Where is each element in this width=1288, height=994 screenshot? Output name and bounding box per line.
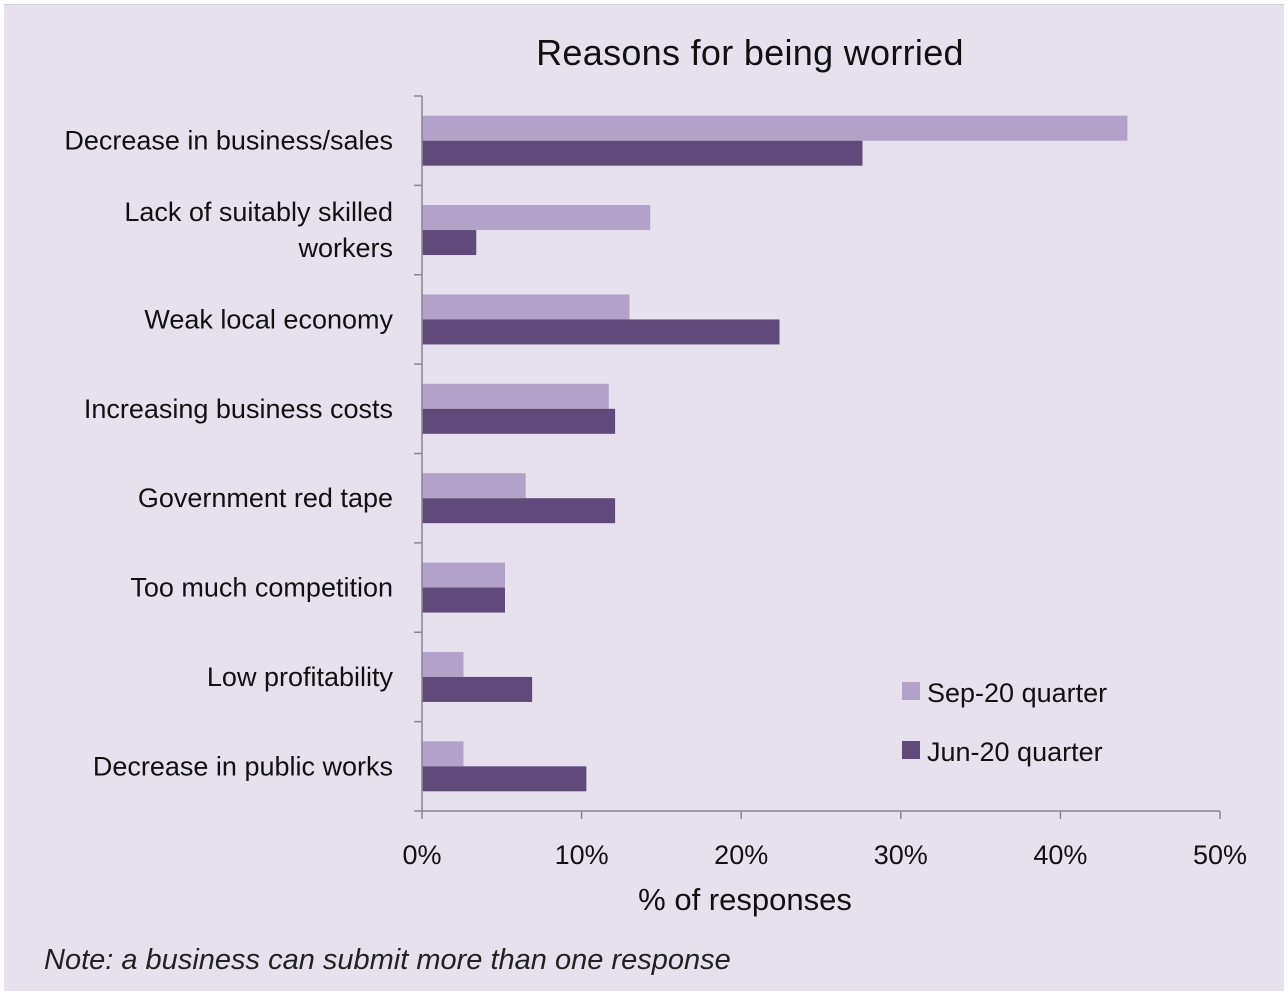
chart-title: Reasons for being worried [536,32,964,73]
legend-swatch-0 [902,682,920,700]
bar-jun20-5 [422,587,505,613]
bar-sep20-6 [422,651,464,677]
category-label-7: Decrease in public works [93,751,393,781]
x-tick-label-1: 10% [555,840,609,870]
x-tick-label-0: 0% [402,840,441,870]
bar-sep20-4 [422,473,526,499]
footnote: Note: a business can submit more than on… [44,944,731,976]
x-tick-label-5: 50% [1193,840,1247,870]
legend-label-0: Sep-20 quarter [927,678,1107,708]
category-label-4: Government red tape [138,483,393,513]
x-tick-label-3: 30% [874,840,928,870]
bar-jun20-6 [422,676,533,702]
bar-jun20-2 [422,319,780,345]
legend-label-1: Jun-20 quarter [927,737,1103,767]
x-axis-title: % of responses [638,882,852,917]
bar-jun20-3 [422,408,616,434]
bar-sep20-5 [422,562,505,588]
bar-jun20-7 [422,766,587,792]
bar-sep20-1 [422,205,651,231]
bar-jun20-0 [422,140,863,166]
category-label-2: Weak local economy [144,304,393,334]
x-tick-label-4: 40% [1033,840,1087,870]
category-label-1-line1: workers [297,233,393,263]
legend-swatch-1 [902,741,920,759]
category-label-5: Too much competition [130,573,393,603]
category-label-1-line0: Lack of suitably skilled [124,197,393,227]
bar-sep20-2 [422,294,630,320]
x-tick-label-2: 20% [714,840,768,870]
bar-jun20-1 [422,230,477,256]
chart-panel [4,4,1284,991]
category-label-3: Increasing business costs [84,394,393,424]
bar-sep20-0 [422,115,1128,141]
category-label-6: Low profitability [207,662,394,692]
category-label-0: Decrease in business/sales [64,126,393,156]
bar-jun20-4 [422,498,616,524]
bar-sep20-7 [422,741,464,767]
bar-sep20-3 [422,383,609,409]
